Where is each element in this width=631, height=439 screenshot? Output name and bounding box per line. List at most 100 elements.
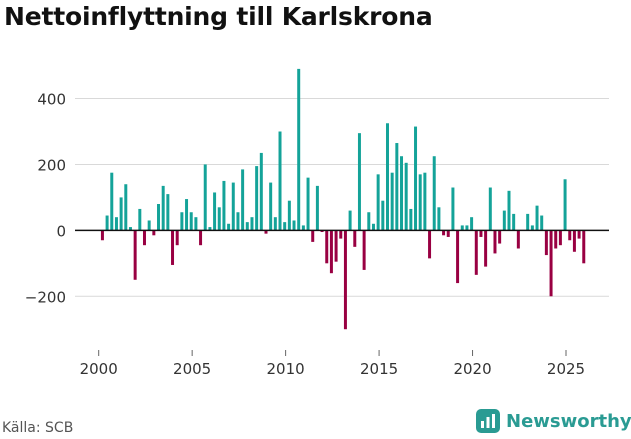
- bar: [128, 227, 132, 231]
- bar: [152, 230, 156, 236]
- bar: [217, 207, 221, 231]
- newsworthy-logo-icon: [476, 409, 500, 433]
- bar-series: [100, 68, 586, 330]
- bar: [558, 230, 562, 246]
- bar: [549, 230, 553, 297]
- brand-logo[interactable]: Newsworthy: [476, 409, 631, 433]
- bar: [213, 192, 217, 231]
- bar: [100, 230, 104, 241]
- bar: [241, 169, 245, 231]
- bar: [119, 197, 123, 231]
- bar: [554, 230, 558, 249]
- bar: [484, 230, 488, 267]
- bar: [339, 230, 343, 239]
- source-note: Källa: SCB: [2, 420, 74, 436]
- bar: [362, 230, 366, 270]
- x-tick-label: 2000: [80, 360, 118, 378]
- bar: [231, 182, 235, 231]
- x-tick-label: 2025: [547, 360, 585, 378]
- bar: [110, 172, 114, 231]
- bar: [474, 230, 478, 275]
- bar: [540, 215, 544, 231]
- bar: [147, 220, 151, 231]
- bar: [166, 194, 170, 231]
- bar: [437, 207, 441, 231]
- bar: [311, 230, 315, 242]
- bar: [259, 152, 263, 231]
- bar: [320, 230, 324, 233]
- bar: [157, 204, 160, 231]
- bar: [507, 190, 511, 231]
- bar: [530, 225, 534, 231]
- bar: [568, 230, 572, 241]
- bar: [306, 177, 310, 231]
- bar: [414, 126, 418, 231]
- bar: [269, 182, 273, 231]
- bar: [409, 208, 413, 231]
- bar: [563, 179, 567, 231]
- bar: [297, 68, 301, 231]
- y-tick-label: 400: [37, 91, 66, 109]
- bar: [390, 172, 394, 231]
- bar: [470, 217, 474, 231]
- bar: [404, 162, 408, 231]
- bar: [479, 230, 483, 237]
- bar: [175, 230, 179, 246]
- bar: [446, 230, 450, 237]
- y-tick-label: 200: [37, 156, 66, 174]
- bar: [245, 222, 249, 231]
- bar: [577, 230, 581, 239]
- x-axis: 2000 2005 2010 2015 2020 2025: [80, 350, 585, 378]
- bar: [227, 223, 231, 231]
- bar: [287, 200, 291, 231]
- bar: [465, 225, 469, 231]
- bar: [161, 185, 165, 231]
- bar: [301, 225, 305, 231]
- bar: [386, 123, 389, 231]
- x-tick-label: 2020: [453, 360, 491, 378]
- y-tick-label: −200: [25, 288, 66, 306]
- bar: [502, 210, 506, 231]
- bar: [371, 223, 375, 231]
- bar: [456, 230, 460, 284]
- bar: [138, 208, 142, 231]
- brand-name: Newsworthy: [506, 410, 631, 432]
- bar: [376, 174, 380, 231]
- bar: [142, 230, 146, 246]
- bar: [442, 230, 446, 236]
- bar: [292, 220, 296, 231]
- bar: [278, 131, 282, 231]
- bar: [498, 230, 502, 244]
- bar: [381, 200, 385, 231]
- bar: [264, 230, 268, 234]
- bar: [273, 217, 277, 231]
- bar: [516, 230, 520, 249]
- bar: [250, 217, 254, 231]
- bar: [315, 185, 319, 231]
- bar: [194, 217, 198, 231]
- grid-lines: [75, 98, 609, 297]
- bar: [418, 174, 422, 231]
- bar: [199, 230, 203, 246]
- bar: [189, 212, 193, 231]
- y-tick-label: 0: [56, 222, 66, 240]
- bar: [133, 230, 137, 280]
- bar: [432, 156, 436, 231]
- bar: [124, 184, 128, 231]
- bar: [283, 222, 287, 231]
- bar: [171, 230, 175, 265]
- bar: [357, 133, 361, 231]
- bar: [203, 164, 207, 231]
- bar: [236, 212, 240, 231]
- x-tick-label: 2005: [173, 360, 211, 378]
- bar: [329, 230, 333, 274]
- x-tick-label: 2015: [360, 360, 398, 378]
- bar: [395, 143, 399, 231]
- bar: [367, 212, 371, 231]
- bar: [460, 225, 464, 231]
- bar: [180, 212, 184, 231]
- bar: [526, 213, 530, 231]
- bar: [451, 187, 455, 231]
- bar: [572, 230, 576, 252]
